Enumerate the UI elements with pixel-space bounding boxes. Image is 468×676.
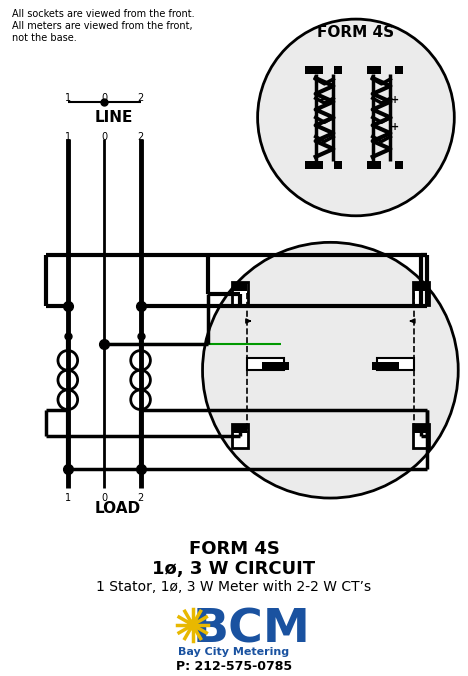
Bar: [372, 66, 380, 74]
Bar: [377, 358, 414, 370]
Text: FORM 4S: FORM 4S: [317, 25, 395, 40]
Bar: [414, 425, 428, 433]
Bar: [233, 425, 247, 433]
Text: BCM: BCM: [193, 607, 311, 652]
Circle shape: [188, 620, 197, 630]
Bar: [232, 425, 248, 448]
Text: LOAD: LOAD: [95, 501, 140, 516]
Text: 2: 2: [138, 493, 144, 503]
Bar: [305, 161, 313, 168]
Bar: [310, 66, 323, 74]
Bar: [233, 283, 247, 291]
Bar: [414, 283, 428, 291]
Text: 1ø, 3 W CIRCUIT: 1ø, 3 W CIRCUIT: [153, 560, 315, 578]
Text: 1: 1: [65, 132, 71, 142]
Text: not the base.: not the base.: [12, 33, 76, 43]
Bar: [367, 161, 380, 168]
Text: +: +: [318, 95, 327, 105]
Circle shape: [257, 19, 454, 216]
Bar: [247, 358, 284, 370]
Bar: [395, 161, 403, 168]
Text: 0: 0: [101, 132, 107, 142]
Text: 1: 1: [65, 93, 71, 103]
Bar: [334, 161, 342, 168]
Text: P: 212-575-0785: P: 212-575-0785: [176, 660, 292, 673]
Bar: [413, 425, 429, 448]
Circle shape: [203, 242, 458, 498]
Bar: [395, 66, 403, 74]
Text: 1: 1: [65, 493, 71, 503]
Bar: [372, 362, 399, 370]
Text: FORM 4S: FORM 4S: [189, 540, 279, 558]
Text: Bay City Metering: Bay City Metering: [178, 646, 290, 656]
Text: 2: 2: [138, 132, 144, 142]
Bar: [372, 161, 380, 168]
Bar: [305, 66, 313, 74]
Text: All meters are viewed from the front,: All meters are viewed from the front,: [12, 21, 192, 31]
Text: 2: 2: [138, 93, 144, 103]
Bar: [413, 282, 429, 306]
Bar: [262, 362, 289, 370]
Text: +: +: [391, 122, 399, 132]
Text: +: +: [391, 95, 399, 105]
Bar: [232, 282, 248, 306]
Bar: [367, 66, 380, 74]
Bar: [310, 161, 323, 168]
Text: 0: 0: [101, 93, 107, 103]
Text: All sockets are viewed from the front.: All sockets are viewed from the front.: [12, 9, 194, 19]
Text: LINE: LINE: [95, 110, 133, 124]
Text: 1 Stator, 1ø, 3 W Meter with 2-2 W CT’s: 1 Stator, 1ø, 3 W Meter with 2-2 W CT’s: [96, 580, 372, 594]
Bar: [334, 66, 342, 74]
Text: 0: 0: [101, 493, 107, 503]
